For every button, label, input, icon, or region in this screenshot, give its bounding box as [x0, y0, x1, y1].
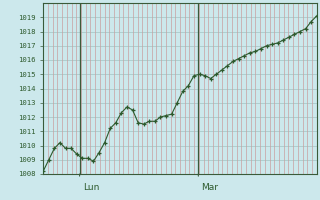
Text: Mar: Mar	[202, 183, 219, 192]
Text: Lun: Lun	[83, 183, 99, 192]
